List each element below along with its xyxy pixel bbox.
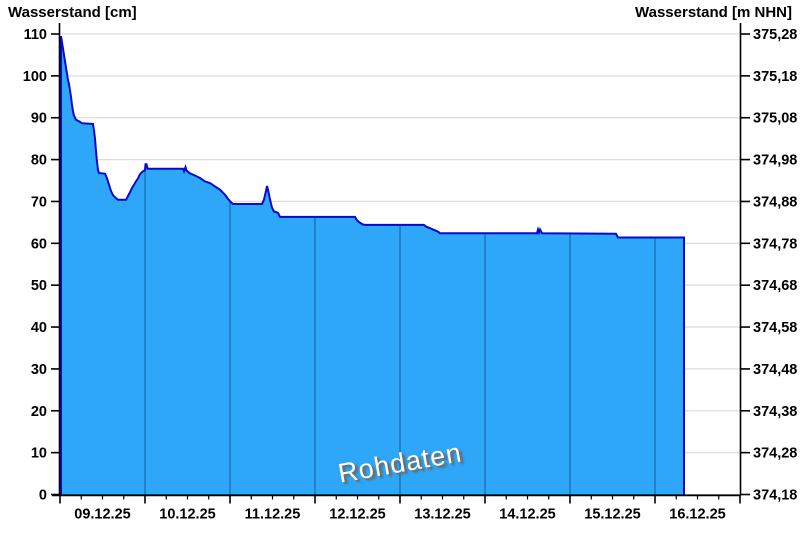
right-axis-tick-label: 374,98	[753, 153, 797, 169]
left-axis-tick-label: 40	[31, 320, 47, 336]
left-axis-tick-label: 70	[31, 194, 47, 210]
right-axis-tick-label: 374,28	[753, 446, 797, 462]
date-tick-label: 16.12.25	[669, 507, 725, 523]
left-axis-tick-label: 110	[24, 27, 47, 43]
left-axis-tick-label: 90	[31, 111, 47, 127]
left-axis-tick-label: 100	[23, 69, 47, 85]
right-axis-tick-label: 374,48	[753, 362, 797, 378]
right-axis-tick-label: 375,08	[753, 111, 797, 127]
date-tick-label: 13.12.25	[414, 507, 470, 523]
right-axis-title: Wasserstand [m NHN]	[635, 4, 792, 21]
right-axis-tick-label: 374,88	[753, 194, 797, 210]
date-tick-label: 14.12.25	[499, 507, 555, 523]
left-axis-tick-label: 10	[31, 446, 47, 462]
right-axis-tick-label: 374,58	[753, 320, 797, 336]
right-axis-tick-label: 374,18	[753, 488, 797, 504]
right-axis-tick-label: 375,28	[753, 27, 797, 43]
date-tick-label: 10.12.25	[159, 507, 215, 523]
right-axis-tick-label: 375,18	[753, 69, 797, 85]
water-level-area	[61, 36, 684, 495]
right-axis-tick-label: 374,68	[753, 278, 797, 294]
left-axis-tick-label: 20	[31, 404, 47, 420]
left-axis-title: Wasserstand [cm]	[8, 4, 137, 21]
left-axis-tick-label: 50	[31, 278, 47, 294]
right-axis-tick-label: 374,78	[753, 236, 797, 252]
left-axis-tick-label: 30	[31, 362, 47, 378]
date-tick-label: 11.12.25	[245, 507, 301, 523]
date-tick-label: 09.12.25	[74, 507, 130, 523]
left-axis-tick-label: 60	[31, 236, 47, 252]
left-axis-tick-label: 80	[31, 153, 47, 169]
left-axis-tick-label: 0	[39, 488, 47, 504]
water-level-line	[60, 35, 685, 495]
date-tick-label: 12.12.25	[329, 507, 385, 523]
date-tick-label: 15.12.25	[584, 507, 640, 523]
right-axis-tick-label: 374,38	[753, 404, 797, 420]
